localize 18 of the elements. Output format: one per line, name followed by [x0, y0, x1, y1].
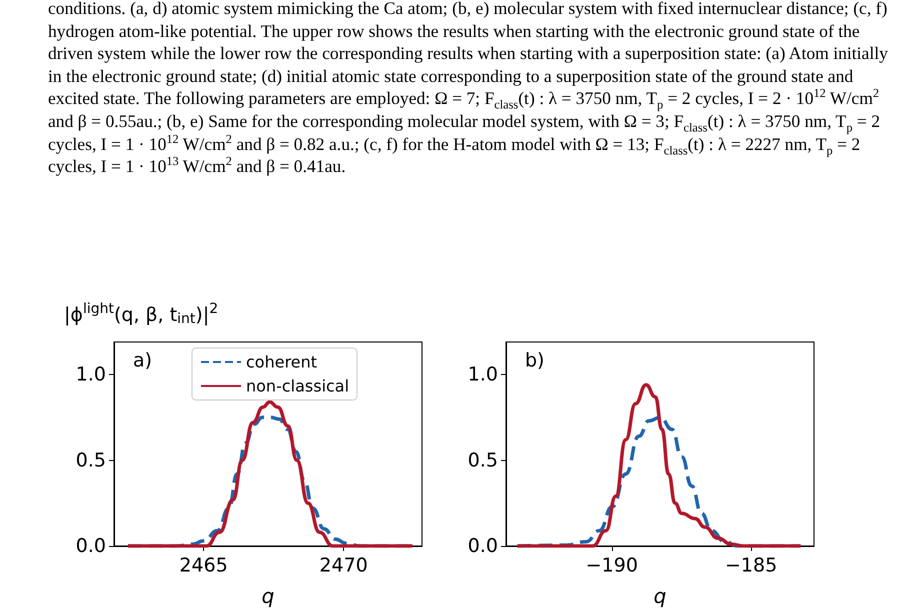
- x-tick-label: 2470: [319, 554, 368, 576]
- y-tick-label: 1.0: [468, 364, 498, 386]
- line-series: [516, 383, 802, 548]
- x-tick-label: −190: [586, 554, 638, 576]
- x-tick-label: −185: [724, 554, 778, 576]
- y-tick-label: 0.5: [468, 449, 498, 472]
- x-tick-label: 2465: [179, 554, 228, 576]
- legend-label: coherent: [246, 352, 318, 372]
- x-axis-title: q: [654, 584, 666, 608]
- legend-label: non-classical: [246, 376, 350, 396]
- chart-title: a): [133, 350, 152, 372]
- y-tick-label: 0.0: [76, 535, 106, 557]
- text: conditions. (a, d) atomic system mimicking the Ca atom; (b, e) molecular system with fixed internuclear distance; (c, f) hydrogen atom-like potential. The upper row shows the results when starting with the electronic ground state of the driven system while the lower row the corresponding results when starting with a superposition state: (a) Atom initially in the electronic ground state; (d) initial atomic state corresponding to a superposition state of the ground state and excited state. The following parameters are employed: Ω = 7; F$_{class}$(t) : λ = 3750 nm, T$_{p}$ = 2 cycles, I = 2 · 10$^{12}$ W/cm$^{2}$ and β = 0.55au.; (b, e) Same for the corresponding molecular model system, with Ω = 3; F$_{class}$(t) : λ = 3750 nm, T$_{p}$ = 2 cycles, I = 1 · 10$^{12}$ W/cm$^{2}$ and β = 0.82 a.u.; (c, f) for the H-atom model with Ω = 13; F$_{class}$(t) : λ = 2227 nm, T$_{p}$ = 2 cycles, I = 1 · 10$^{13}$ W/cm$^{2}$ and β = 0.41au.: [48, 0, 888, 176]
- chart-title: b): [525, 350, 544, 372]
- y-tick-label: 0.5: [76, 449, 106, 472]
- y-tick-label: 1.0: [76, 364, 106, 386]
- x-axis-title: q: [262, 584, 274, 608]
- y-tick-label: 0.0: [468, 535, 498, 557]
